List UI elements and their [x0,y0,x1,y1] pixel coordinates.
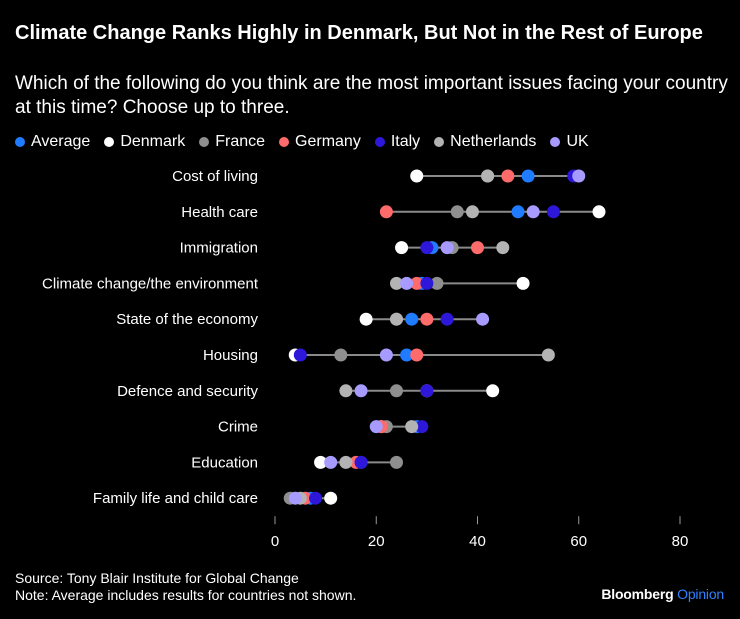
footer-notes: Source: Tony Blair Institute for Global … [15,570,356,604]
legend-label: Netherlands [450,133,537,150]
legend-swatch [434,137,445,147]
legend-swatch [550,137,561,147]
brand-sub: Opinion [677,586,724,602]
legend-item-italy: Italy [374,133,421,151]
dot-germany [420,312,434,326]
x-tick-label: 80 [672,533,689,550]
dot-netherlands [339,455,353,469]
dot-italy [309,491,322,505]
legend-item-denmark: Denmark [104,133,185,151]
dot-italy [293,348,307,362]
dot-italy [546,205,560,219]
dot-france [390,384,403,398]
dot-uk [288,491,302,505]
dot-denmark [410,169,424,183]
dot-italy [440,312,454,326]
legend-swatch [15,137,25,147]
category-label: Education [191,454,258,471]
average-note: Note: Average includes results for count… [15,587,357,603]
category-label: Immigration [180,240,258,257]
dot-italy [415,420,429,434]
legend-item-netherlands: Netherlands [434,133,536,151]
dot-denmark [314,455,328,469]
legend-item-uk: UK [550,133,589,151]
category-label: State of the economy [116,311,258,328]
chart-subtitle: Which of the following do you think are … [15,73,728,118]
legend-item-france: France [199,133,265,151]
dot-denmark [486,384,500,398]
dot-uk [526,205,540,219]
bloomberg-opinion-logo: Bloomberg Opinion [601,586,724,602]
dot-denmark [395,241,409,255]
dot-france [390,455,403,469]
legend-label: Average [31,133,91,150]
dot-netherlands [465,205,479,219]
dot-uk [324,455,338,469]
dot-netherlands [390,312,403,326]
legend-label: Germany [295,133,361,150]
legend-label: Denmark [120,133,186,150]
dot-plot: Cost of living Health care Immigration Clim… [42,168,689,550]
dot-uk [440,241,454,255]
dot-denmark [516,276,530,290]
category-label: Crime [218,419,258,436]
dot-france [334,348,348,362]
dot-italy [420,276,434,290]
dot-germany [379,205,393,219]
dot-germany [410,348,424,362]
dot-netherlands [481,169,495,183]
dot-netherlands [339,384,353,398]
dot-italy [354,455,368,469]
brand-main: Bloomberg [601,586,674,602]
x-tick-label: 20 [368,533,385,550]
legend-item-average: Average [15,133,90,151]
dot-uk [572,169,586,183]
dot-netherlands [496,241,510,255]
category-label: Cost of living [172,168,258,185]
dot-netherlands [405,420,419,434]
legend-label: UK [566,133,589,150]
dot-uk [476,312,490,326]
dot-uk [354,384,368,398]
dot-denmark [359,312,373,326]
dot-average [405,312,419,326]
source-note: Source: Tony Blair Institute for Global … [15,570,299,586]
category-label: Health care [181,204,258,221]
legend: Average Denmark France Germany Italy Netherla… [15,132,603,152]
legend-label: France [215,133,266,150]
category-label: Defence and security [117,383,258,400]
category-label: Housing [203,347,258,364]
dot-france [430,276,444,290]
legend-item-germany: Germany [279,133,361,151]
dot-italy [420,241,434,255]
legend-label: Italy [390,133,421,150]
dot-germany [410,276,424,290]
dot-france [450,205,464,219]
dot-italy [420,384,434,398]
legend-swatch [374,137,385,147]
dot-netherlands [541,348,555,362]
x-tick-label: 60 [570,533,587,550]
chart-title: Climate Change Ranks Highly in Denmark, … [15,22,703,44]
dot-netherlands [390,276,403,290]
category-label: Climate change/the environment [42,275,259,292]
dot-average [521,169,535,183]
dot-uk [379,348,393,362]
dot-denmark [324,491,338,505]
dot-average [400,348,414,362]
legend-swatch [199,137,210,147]
dot-uk [369,420,383,434]
legend-swatch [279,137,290,147]
dot-germany [471,241,484,255]
dot-germany [501,169,515,183]
legend-swatch [104,137,115,147]
dot-average [511,205,525,219]
dot-denmark [592,205,606,219]
x-tick-label: 40 [469,533,486,550]
category-label: Family life and child care [93,490,258,507]
x-tick-label: 0 [271,533,279,550]
dot-uk [400,276,414,290]
